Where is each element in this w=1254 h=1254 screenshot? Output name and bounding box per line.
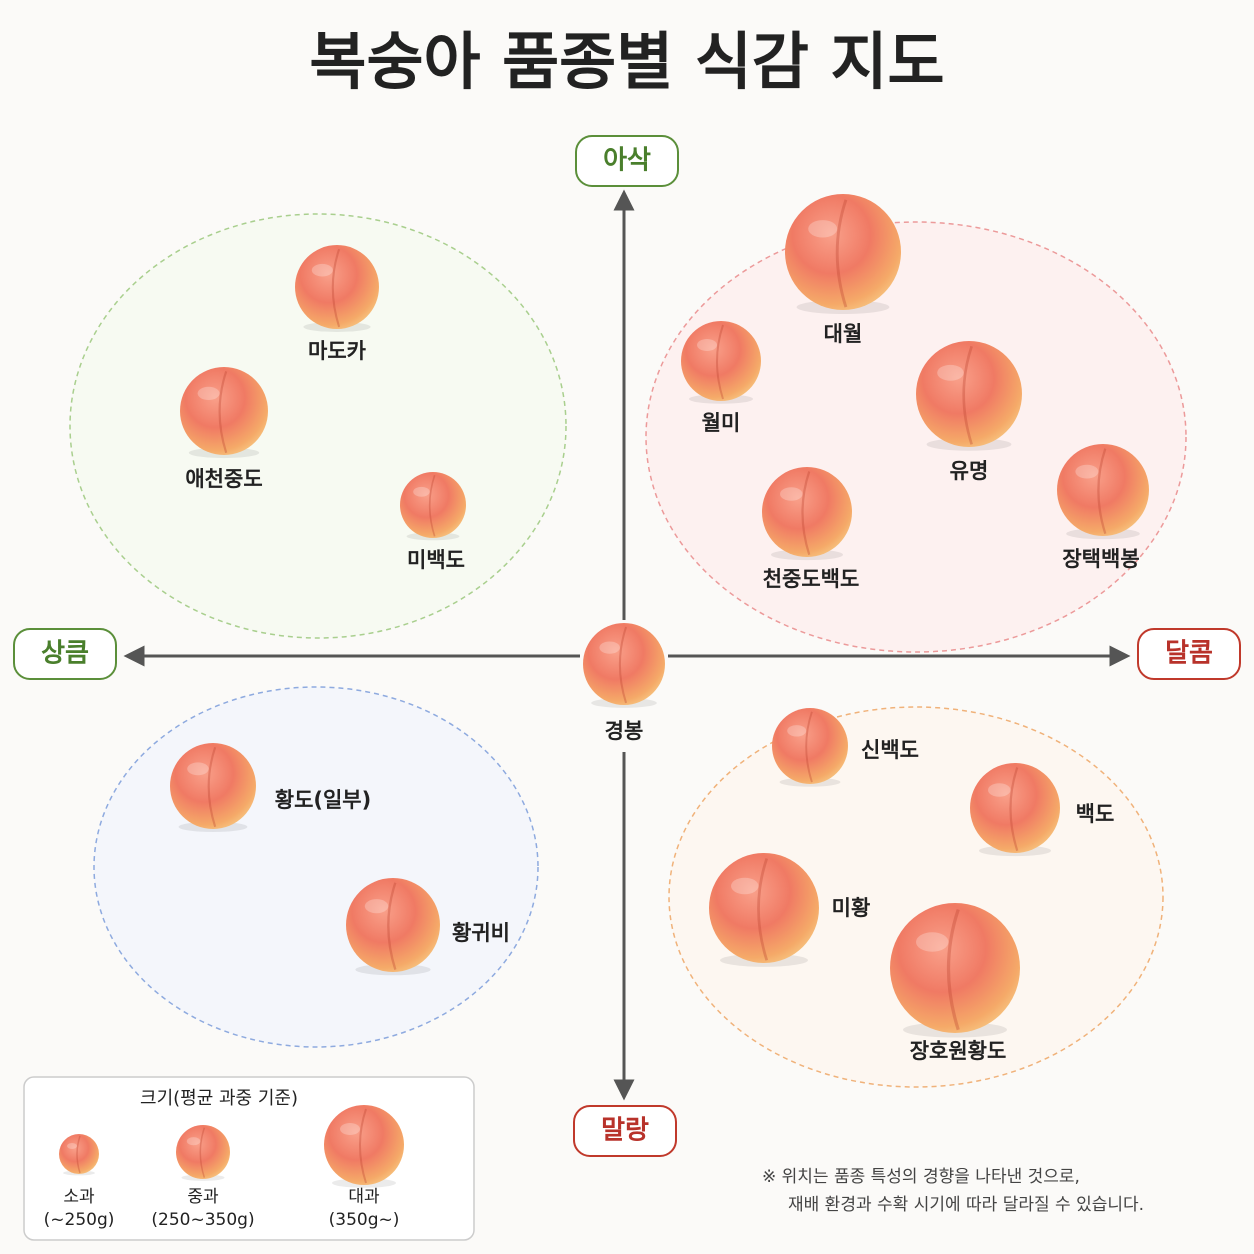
- peach-highlight: [697, 339, 717, 351]
- peach-highlight: [937, 364, 964, 381]
- peach-crease: [946, 908, 960, 1031]
- axis-box: [573, 1105, 677, 1157]
- variety-label: 장호원황도: [910, 1039, 1007, 1063]
- legend-name: 대과: [348, 1187, 380, 1207]
- peach: [176, 1125, 230, 1179]
- variety-label: 미황: [832, 896, 871, 920]
- peach-highlight: [599, 641, 620, 654]
- variety-label: 황도(일부): [275, 788, 371, 812]
- title: 복숭아 품종별 식감 지도: [309, 25, 944, 98]
- peach-highlight: [1075, 464, 1099, 479]
- peach: [890, 903, 1020, 1033]
- peach-crease: [76, 1135, 81, 1174]
- peach-crease: [207, 746, 217, 828]
- peach-highlight: [787, 725, 807, 737]
- peach: [681, 321, 761, 401]
- variety-label: 대월: [824, 322, 863, 346]
- peach-crease: [359, 1108, 367, 1184]
- peach: [59, 1134, 99, 1174]
- peach-crease: [716, 324, 724, 400]
- peach-highlight: [340, 1123, 360, 1135]
- legend-range: (350g~): [329, 1210, 400, 1230]
- peach: [970, 763, 1060, 853]
- peach-crease: [801, 471, 811, 556]
- peach-highlight: [808, 220, 838, 238]
- variety-label: 신백도: [861, 738, 919, 762]
- peach: [324, 1105, 404, 1185]
- peach-crease: [199, 1127, 206, 1178]
- peach: [583, 623, 665, 705]
- variety-label: 백도: [1076, 802, 1115, 826]
- axis-box: [1137, 628, 1241, 680]
- legend-title: 크기(평균 과중 기준): [140, 1088, 298, 1109]
- peach-highlight: [197, 386, 220, 400]
- axis-box: [575, 135, 679, 187]
- peach-crease: [805, 711, 813, 783]
- peach-crease: [962, 345, 973, 445]
- peach: [785, 194, 901, 310]
- note: 재배 환경과 수확 시기에 따라 달라질 수 있습니다.: [788, 1195, 1144, 1215]
- peach: [170, 743, 256, 829]
- peach: [400, 472, 466, 538]
- axis-label: 달콤: [1165, 639, 1213, 669]
- peach-highlight: [364, 899, 389, 914]
- legend-range: (250~350g): [151, 1210, 254, 1230]
- variety-label: 장택백봉: [1062, 547, 1139, 571]
- peach-highlight: [187, 762, 209, 776]
- legend-name: 중과: [187, 1187, 219, 1207]
- peach: [346, 878, 440, 972]
- peach-crease: [757, 858, 769, 961]
- peach: [180, 367, 268, 455]
- peach-crease: [618, 626, 628, 704]
- peach-highlight: [413, 486, 430, 497]
- variety-label: 마도카: [308, 339, 367, 363]
- peach-highlight: [780, 487, 803, 501]
- peach-highlight: [311, 263, 333, 277]
- variety-label: 미백도: [407, 548, 465, 572]
- peach-crease: [1009, 767, 1019, 852]
- peach-crease: [331, 248, 341, 328]
- region-pink: [645, 221, 1187, 653]
- peach-crease: [387, 882, 397, 971]
- axis-box: [13, 628, 117, 680]
- variety-label: 월미: [702, 411, 741, 435]
- axis-label: 아삭: [603, 146, 651, 176]
- peach-crease: [218, 371, 228, 454]
- variety-label: 유명: [950, 459, 989, 483]
- peach: [709, 853, 819, 963]
- peach-crease: [835, 199, 848, 308]
- axis-label: 말랑: [601, 1116, 649, 1146]
- peach-highlight: [916, 932, 949, 952]
- peach-highlight: [988, 783, 1011, 797]
- peach: [295, 245, 379, 329]
- peach: [1057, 444, 1149, 536]
- peach: [772, 708, 848, 784]
- axis-label: 상큼: [41, 639, 89, 669]
- peach: [916, 341, 1022, 447]
- note: ※ 위치는 품종 특성의 경향을 나타낸 것으로,: [762, 1167, 1080, 1187]
- peach-highlight: [731, 877, 759, 895]
- legend-range: (~250g): [44, 1210, 115, 1230]
- peach-highlight: [186, 1137, 201, 1146]
- peach-crease: [428, 475, 436, 537]
- legend-name: 소과: [63, 1187, 95, 1207]
- peach-highlight: [67, 1143, 77, 1149]
- peach-crease: [1097, 448, 1107, 535]
- variety-label: 황귀비: [452, 921, 510, 945]
- region-blue: [93, 686, 539, 1048]
- variety-label: 애천중도: [185, 467, 262, 491]
- variety-label: 천중도백도: [763, 567, 860, 591]
- peach: [762, 467, 852, 557]
- variety-label: 경봉: [605, 719, 644, 743]
